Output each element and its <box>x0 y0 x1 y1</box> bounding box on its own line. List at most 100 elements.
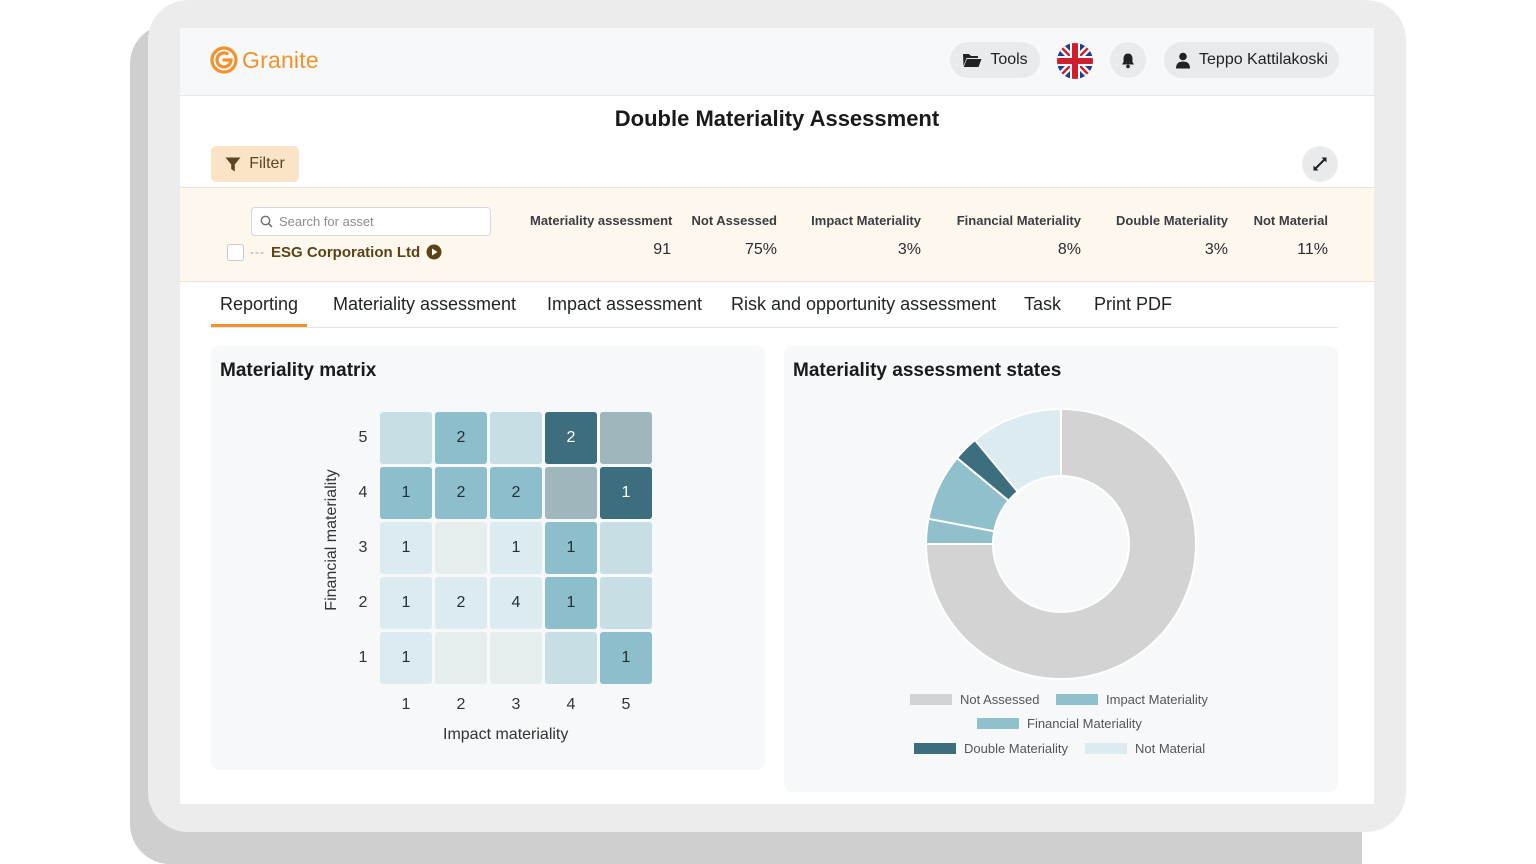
filter-button[interactable]: Filter <box>211 146 299 182</box>
matrix-cell[interactable] <box>545 467 597 519</box>
matrix-cell[interactable]: 1 <box>490 522 542 574</box>
matrix-cell[interactable]: 2 <box>435 467 487 519</box>
x-tick: 2 <box>456 696 466 713</box>
legend-swatch <box>977 718 1019 729</box>
states-title: Materiality assessment states <box>793 360 1062 381</box>
legend-impact-materiality[interactable]: Impact Materiality <box>1056 692 1208 707</box>
donut-slice[interactable] <box>924 407 1197 680</box>
y-tick: 3 <box>358 539 368 556</box>
matrix-cell[interactable] <box>435 632 487 684</box>
matrix-cell[interactable]: 1 <box>380 467 432 519</box>
x-tick: 4 <box>566 696 576 713</box>
matrix-cell[interactable]: 1 <box>600 467 652 519</box>
y-tick: 2 <box>358 594 368 611</box>
legend-label: Double Materiality <box>964 741 1069 756</box>
asset-search[interactable] <box>251 207 491 236</box>
y-tick: 5 <box>358 429 368 446</box>
matrix-cell[interactable] <box>435 522 487 574</box>
tab-bar: Reporting Materiality assessment Impact … <box>211 286 1338 328</box>
app-screen: Granite Tools <box>180 28 1374 804</box>
expand-button[interactable] <box>1302 146 1338 182</box>
tab-reporting[interactable]: Reporting <box>211 294 308 327</box>
states-donut-chart <box>924 407 1197 680</box>
matrix-cell[interactable] <box>600 577 652 629</box>
stat-label: Double Materiality <box>1116 213 1228 228</box>
legend-financial-materiality[interactable]: Financial Materiality <box>977 716 1142 731</box>
tools-button[interactable]: Tools <box>950 42 1040 78</box>
legend-label: Financial Materiality <box>1027 716 1142 731</box>
matrix-cell[interactable] <box>600 522 652 574</box>
matrix-cell[interactable]: 1 <box>380 577 432 629</box>
stat-label: Not Material <box>1253 213 1328 228</box>
filter-icon <box>225 157 241 171</box>
language-flag-icon[interactable] <box>1057 43 1093 79</box>
tab-task[interactable]: Task <box>1024 294 1062 314</box>
matrix-cell[interactable]: 2 <box>545 412 597 464</box>
x-tick: 5 <box>621 696 631 713</box>
stat-not-material: Not Material 11% <box>1242 213 1328 259</box>
stat-label: Impact Materiality <box>811 213 921 228</box>
play-circle-icon[interactable] <box>426 244 442 260</box>
matrix-cell[interactable] <box>600 412 652 464</box>
user-menu-button[interactable]: Teppo Kattilakoski <box>1164 42 1339 78</box>
stat-value: 3% <box>1204 241 1228 258</box>
matrix-cell[interactable]: 2 <box>435 412 487 464</box>
matrix-cell[interactable]: 1 <box>545 522 597 574</box>
legend-swatch <box>914 743 956 754</box>
asset-summary: --- ESG Corporation Ltd Materiality asse… <box>180 187 1374 282</box>
expand-icon <box>1313 157 1327 171</box>
matrix-cell[interactable]: 2 <box>490 467 542 519</box>
legend-label: Impact Materiality <box>1106 692 1208 707</box>
matrix-cell[interactable] <box>380 412 432 464</box>
filter-label: Filter <box>249 155 285 172</box>
stat-impact-materiality: Impact Materiality 3% <box>800 213 921 259</box>
search-input[interactable] <box>279 214 479 229</box>
legend-label: Not Assessed <box>960 692 1040 707</box>
matrix-cell[interactable] <box>490 632 542 684</box>
notifications-button[interactable] <box>1110 42 1146 78</box>
stat-value: 75% <box>744 241 777 258</box>
stat-materiality-assessment: Materiality assessment 91 <box>530 213 673 259</box>
legend-swatch <box>1085 743 1127 754</box>
folder-open-icon <box>963 54 982 67</box>
legend-not-assessed[interactable]: Not Assessed <box>910 692 1040 707</box>
stat-value: 91 <box>653 241 671 258</box>
x-tick: 3 <box>511 696 521 713</box>
matrix-cell[interactable]: 1 <box>545 577 597 629</box>
matrix-cell[interactable] <box>545 632 597 684</box>
asset-checkbox[interactable] <box>227 243 244 261</box>
user-icon <box>1176 52 1191 68</box>
page-title: Double Materiality Assessment <box>614 106 940 131</box>
legend-swatch <box>910 694 952 705</box>
stat-label: Financial Materiality <box>956 213 1081 228</box>
donut-slice[interactable] <box>973 407 1062 494</box>
stat-label: Materiality assessment <box>530 213 673 228</box>
stat-value: 3% <box>897 241 921 258</box>
legend-label: Not Material <box>1135 741 1206 756</box>
matrix-cell[interactable]: 1 <box>380 522 432 574</box>
tab-materiality-assessment[interactable]: Materiality assessment <box>333 294 517 314</box>
assessment-states-card: Materiality assessment states Not Assess… <box>784 346 1338 792</box>
legend-not-material[interactable]: Not Material <box>1085 741 1205 756</box>
asset-name[interactable]: ESG Corporation Ltd <box>271 243 421 261</box>
brand-name: Granite <box>242 46 319 73</box>
user-name: Teppo Kattilakoski <box>1199 51 1328 68</box>
matrix-cell[interactable]: 1 <box>380 632 432 684</box>
tab-risk-and-opportunity-assessment[interactable]: Risk and opportunity assessment <box>731 294 997 314</box>
brand-logo[interactable]: Granite <box>210 44 319 76</box>
tree-connector: --- <box>250 245 265 259</box>
legend-double-materiality[interactable]: Double Materiality <box>914 741 1068 756</box>
stat-financial-materiality: Financial Materiality 8% <box>948 213 1081 259</box>
stat-not-assessed: Not Assessed 75% <box>687 213 778 259</box>
tab-impact-assessment[interactable]: Impact assessment <box>547 294 703 314</box>
matrix-cell[interactable] <box>490 412 542 464</box>
matrix-cell[interactable]: 2 <box>435 577 487 629</box>
x-axis-label: Impact materiality <box>443 726 569 743</box>
top-bar: Granite Tools <box>180 28 1374 96</box>
tab-print-pdf[interactable]: Print PDF <box>1094 294 1173 314</box>
y-tick: 4 <box>358 484 368 501</box>
stat-double-materiality: Double Materiality 3% <box>1105 213 1228 259</box>
matrix-cell[interactable]: 1 <box>600 632 652 684</box>
matrix-cell[interactable]: 4 <box>490 577 542 629</box>
